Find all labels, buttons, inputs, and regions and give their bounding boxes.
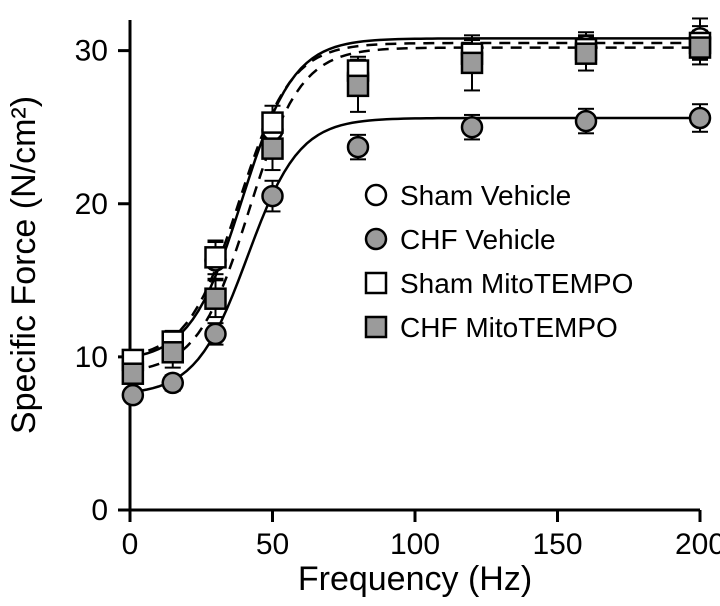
marker-chf_mitotempo — [263, 139, 283, 159]
legend-label-sham_mitotempo: Sham MitoTEMPO — [400, 268, 633, 299]
legend-label-sham_vehicle: Sham Vehicle — [400, 180, 571, 211]
legend-marker-sham_mitotempo — [366, 273, 386, 293]
legend-label-chf_vehicle: CHF Vehicle — [400, 224, 556, 255]
legend-marker-chf_vehicle — [366, 229, 386, 249]
marker-chf_vehicle — [348, 137, 368, 157]
x-tick-label: 200 — [675, 528, 720, 561]
marker-chf_mitotempo — [206, 289, 226, 309]
legend-label-chf_mitotempo: CHF MitoTEMPO — [400, 312, 618, 343]
marker-chf_mitotempo — [348, 76, 368, 96]
marker-chf_vehicle — [163, 373, 183, 393]
marker-chf_mitotempo — [690, 38, 710, 58]
marker-chf_vehicle — [462, 117, 482, 137]
y-tick-label: 10 — [75, 341, 108, 374]
marker-chf_vehicle — [123, 385, 143, 405]
x-axis-title: Frequency (Hz) — [298, 560, 532, 598]
marker-chf_mitotempo — [576, 44, 596, 64]
x-tick-label: 0 — [122, 528, 139, 561]
marker-chf_mitotempo — [462, 53, 482, 73]
force-frequency-chart: 0 50 100 150 200 0 10 20 30 Frequency (Hz) Specifi… — [0, 0, 720, 606]
y-axis-title: Specific Force (N/cm²) — [5, 96, 43, 434]
y-tick-label: 0 — [91, 494, 108, 527]
y-tick-label: 20 — [75, 188, 108, 221]
marker-chf_mitotempo — [123, 364, 143, 384]
marker-chf_vehicle — [263, 186, 283, 206]
x-tick-label: 150 — [532, 528, 582, 561]
marker-chf_vehicle — [690, 108, 710, 128]
marker-chf_mitotempo — [163, 342, 183, 362]
x-tick-label: 100 — [390, 528, 440, 561]
marker-chf_vehicle — [576, 111, 596, 131]
chart-svg: 0 50 100 150 200 0 10 20 30 Frequency (Hz) Specifi… — [0, 0, 720, 606]
legend-marker-sham_vehicle — [366, 185, 386, 205]
legend-marker-chf_mitotempo — [366, 317, 386, 337]
marker-sham_mitotempo — [206, 247, 226, 267]
marker-sham_mitotempo — [263, 113, 283, 133]
y-tick-label: 30 — [75, 35, 108, 68]
x-tick-label: 50 — [256, 528, 289, 561]
marker-chf_vehicle — [206, 324, 226, 344]
